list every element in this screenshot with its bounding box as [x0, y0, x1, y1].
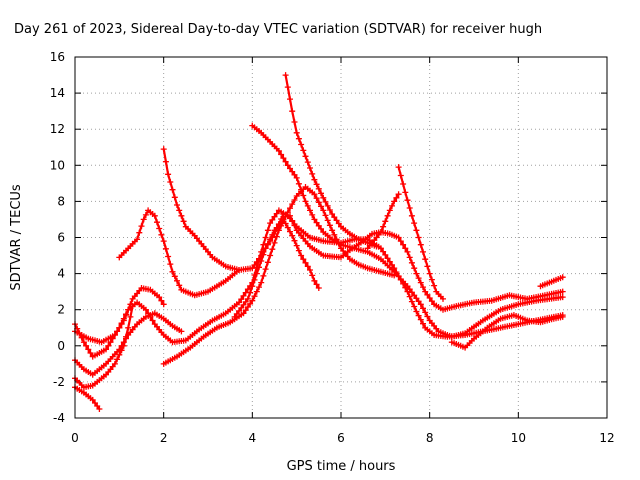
series-sat-o	[537, 274, 566, 290]
x-tick-label: 12	[599, 431, 614, 445]
x-tick-label: 4	[249, 431, 257, 445]
series-line	[397, 166, 445, 300]
x-tick-label: 2	[160, 431, 168, 445]
series-line	[162, 148, 564, 311]
y-tick-label: 12	[50, 122, 65, 136]
series-markers	[395, 164, 446, 302]
series-line	[284, 74, 378, 248]
series-sat-m	[364, 191, 402, 252]
x-tick-label: 0	[71, 431, 79, 445]
x-tick-label: 6	[337, 431, 345, 445]
series-markers	[231, 216, 322, 320]
x-tick-label: 10	[511, 431, 526, 445]
axis-ticks: 0 2 4 6 8 10 12 -4 -2 0 2 4 6 8 10 12 14 16	[50, 50, 615, 445]
series-sat-l	[231, 216, 322, 320]
series-sat-n	[448, 312, 566, 351]
y-axis-label: SDTVAR / TECUs	[9, 184, 24, 291]
series-markers	[160, 146, 566, 313]
y-tick-label: 16	[50, 50, 65, 64]
y-tick-label: 6	[57, 231, 65, 245]
y-tick-label: 2	[57, 303, 65, 317]
series-markers	[72, 207, 566, 360]
series-markers	[249, 122, 566, 340]
series-line	[73, 209, 564, 358]
series-sat-b	[72, 207, 566, 360]
series-markers	[448, 312, 566, 351]
y-tick-label: -4	[53, 411, 65, 425]
series-sat-g	[160, 146, 566, 313]
series-sat-i	[249, 122, 566, 340]
series-sat-f	[116, 207, 242, 299]
series-sat-e	[72, 384, 103, 412]
series-markers	[537, 274, 566, 290]
y-tick-label: 10	[50, 158, 65, 172]
grid	[75, 57, 607, 418]
y-tick-label: -2	[53, 375, 65, 389]
series-sat-j	[282, 72, 380, 250]
data-layer	[72, 72, 566, 412]
series-sat-k	[395, 164, 446, 302]
chart-title: Day 261 of 2023, Sidereal Day-to-day VTE…	[14, 22, 542, 37]
x-tick-label: 8	[426, 431, 434, 445]
y-tick-label: 14	[50, 86, 65, 100]
series-markers	[72, 310, 185, 378]
series-sat-c	[72, 310, 185, 378]
y-tick-label: 4	[57, 267, 65, 281]
series-markers	[282, 72, 380, 250]
series-markers	[160, 184, 398, 367]
series-sat-h	[160, 184, 398, 367]
y-tick-label: 0	[57, 339, 65, 353]
series-markers	[72, 384, 103, 412]
x-axis-label: GPS time / hours	[287, 459, 396, 474]
plot-frame	[74, 56, 608, 419]
series-markers	[116, 207, 242, 299]
series-markers	[364, 191, 402, 252]
y-tick-label: 8	[57, 194, 65, 208]
series-sat-d	[72, 303, 136, 391]
